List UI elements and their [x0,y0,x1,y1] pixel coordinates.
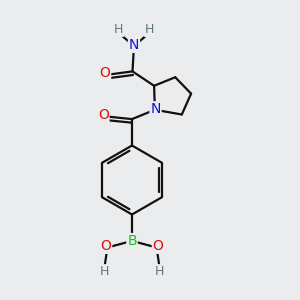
Text: N: N [129,38,139,52]
Text: O: O [98,108,109,122]
Text: B: B [127,234,137,248]
Text: H: H [145,23,154,36]
Text: N: N [150,102,161,116]
Text: O: O [100,239,111,253]
Text: O: O [100,66,110,80]
Text: H: H [100,265,109,278]
Text: H: H [155,265,164,278]
Text: H: H [114,23,123,36]
Text: O: O [153,239,164,253]
